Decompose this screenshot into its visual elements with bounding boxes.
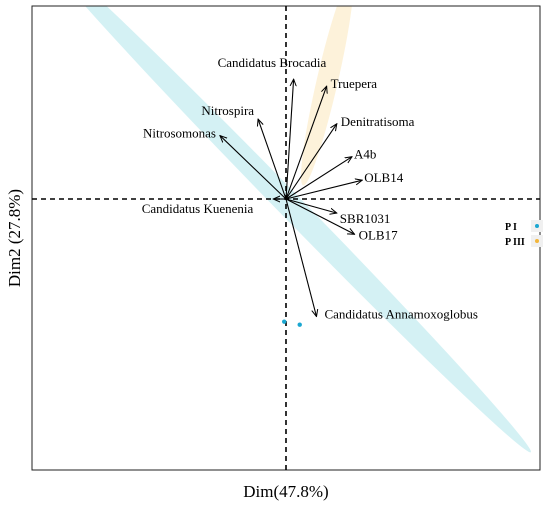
loading-arrow-a4b (285, 157, 352, 200)
legend-dot-p-i (535, 224, 539, 228)
loading-label-olb17: OLB17 (359, 227, 399, 242)
loading-arrow-denitratisoma (285, 124, 337, 200)
loading-label-nitrosomonas: Nitrosomonas (143, 126, 216, 141)
legend-label-p-iii: P III (505, 237, 525, 248)
loading-label-candidatus-kuenenia: Candidatus Kuenenia (142, 201, 254, 216)
loading-arrow-sbr1031 (285, 198, 337, 213)
x-axis-label: Dim(47.8%) (243, 482, 328, 501)
loading-label-candidatus-annamoxoglobus: Candidatus Annamoxoglobus (324, 307, 477, 322)
loading-label-a4b: A4b (354, 147, 376, 162)
ellipse-p-i (41, 6, 531, 453)
point-p-i (282, 319, 287, 324)
legend: P I P III (505, 220, 543, 248)
group-points (282, 319, 302, 327)
loading-arrow-candidatus-brocadia (285, 79, 294, 200)
legend-label-p-i: P I (505, 222, 517, 233)
loading-arrow-olb17 (285, 198, 355, 234)
loading-arrows (220, 79, 362, 316)
loading-arrow-nitrosomonas (220, 136, 287, 200)
loading-label-truepera: Truepera (331, 76, 378, 91)
loading-label-denitratisoma: Denitratisoma (341, 114, 415, 129)
loading-arrow-nitrospira (258, 119, 287, 200)
legend-dot-p-iii (535, 239, 539, 243)
y-axis-label: Dim2 (27.8%) (5, 189, 24, 287)
loading-arrow-candidatus-annamoxoglobus (285, 198, 316, 317)
loading-label-olb14: OLB14 (364, 170, 404, 185)
loading-arrow-truepera (285, 86, 327, 200)
loading-label-candidatus-brocadia: Candidatus Brocadia (218, 55, 327, 70)
point-p-i (297, 322, 302, 327)
loading-label-nitrospira: Nitrospira (201, 103, 254, 118)
loading-arrow-olb14 (285, 180, 362, 200)
group-ellipses (41, 6, 531, 453)
loading-labels: Candidatus Brocadia Nitrospira Nitrosomona… (142, 55, 478, 321)
loading-label-sbr1031: SBR1031 (340, 211, 391, 226)
plot-frame (31, 5, 541, 471)
ellipse-p-iii (301, 6, 354, 186)
